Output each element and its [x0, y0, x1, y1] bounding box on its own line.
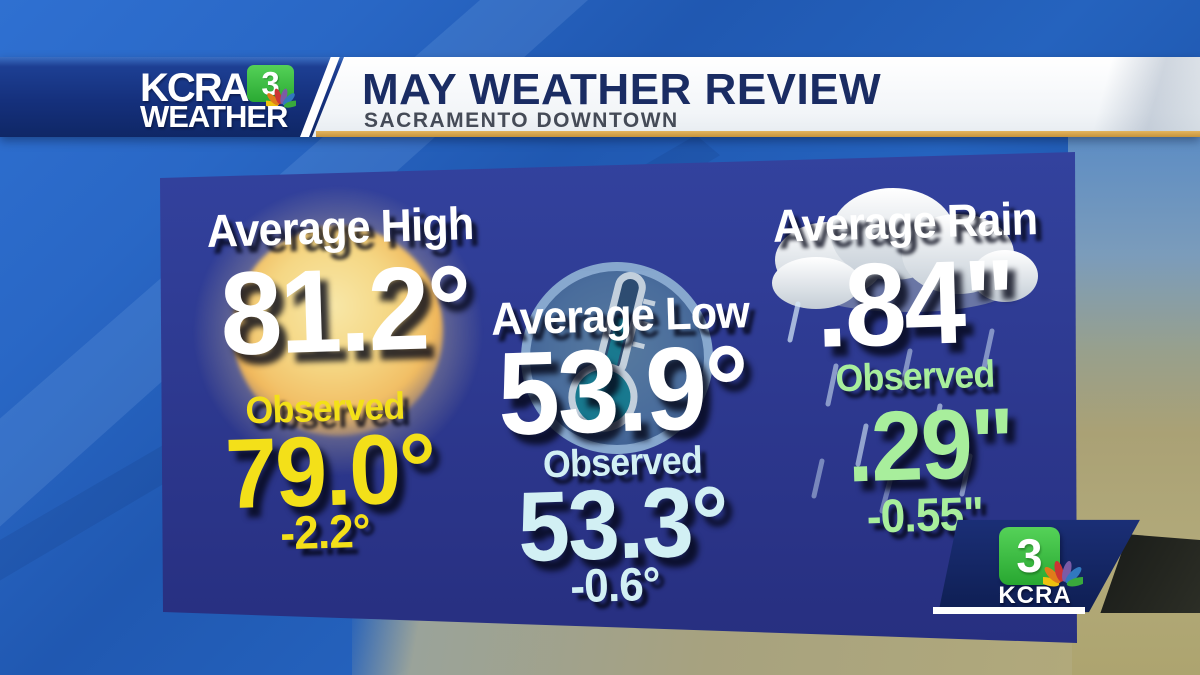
nbc-peacock-icon: [1043, 560, 1083, 587]
weather-brand-label: WEATHER: [140, 99, 288, 134]
nbc-peacock-icon: [266, 88, 296, 108]
avg-low-value: 53.9°: [496, 321, 749, 461]
gold-underline: [316, 131, 1200, 137]
station-call-letters: KCRA: [998, 582, 1072, 609]
header-title-area: MAY WEATHER REVIEW SACRAMENTO DOWNTOWN: [312, 57, 1200, 137]
sun-icon: [195, 188, 481, 474]
rain-cloud-icon: [772, 188, 1038, 312]
station-badge-underline: [933, 607, 1085, 614]
low-departure-value: -0.6°: [569, 556, 661, 613]
kcra-call-letters: KCRA: [140, 66, 250, 110]
header-bar: MAY WEATHER REVIEW SACRAMENTO DOWNTOWN K…: [0, 57, 1200, 137]
page-title: MAY WEATHER REVIEW: [362, 65, 882, 114]
page-subtitle: SACRAMENTO DOWNTOWN: [364, 109, 679, 132]
high-departure-value: -2.2°: [279, 503, 371, 560]
kcra-weather-logo: KCRA 3 WEATHER: [138, 65, 308, 134]
rain-streaks-icon: [787, 301, 995, 514]
thermometer-glyph-icon: [568, 272, 656, 432]
channel-number: 3: [1016, 529, 1043, 582]
avg-rain-value: .84": [814, 235, 1016, 373]
rain-observed-value: .29": [845, 386, 1015, 503]
